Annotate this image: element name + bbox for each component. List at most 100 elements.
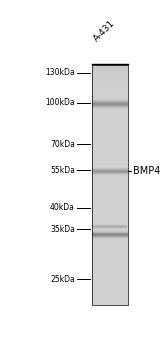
Bar [91, 80, 127, 81]
Text: 130kDa: 130kDa [45, 69, 75, 77]
Bar [91, 147, 127, 148]
Bar [91, 295, 127, 296]
Bar [91, 232, 127, 233]
Text: 40kDa: 40kDa [50, 203, 75, 212]
Bar [91, 179, 127, 180]
Bar [91, 131, 127, 132]
Bar [91, 205, 127, 206]
Text: BMP4: BMP4 [133, 166, 160, 176]
Bar [91, 121, 127, 122]
Bar [91, 298, 127, 299]
Bar [91, 72, 127, 73]
Bar [91, 271, 127, 272]
Bar [91, 94, 127, 95]
Bar [91, 70, 127, 71]
Bar [91, 146, 127, 147]
Bar [91, 220, 127, 221]
Bar [91, 209, 127, 210]
Bar [91, 128, 127, 129]
Bar [91, 172, 127, 173]
Bar [91, 112, 127, 113]
Bar [91, 168, 127, 169]
Bar [91, 123, 127, 124]
Bar [91, 282, 127, 283]
Bar [91, 267, 127, 268]
Bar [91, 135, 127, 136]
Bar [91, 283, 127, 284]
Bar [91, 189, 127, 190]
Bar [91, 201, 127, 202]
Bar [91, 119, 127, 120]
Bar [91, 91, 127, 92]
Bar [91, 276, 127, 277]
Bar [91, 87, 127, 88]
Bar [91, 117, 127, 118]
Bar [91, 190, 127, 191]
Bar [91, 265, 127, 266]
Bar [91, 238, 127, 239]
Bar [91, 299, 127, 300]
Bar [91, 215, 127, 216]
Bar [91, 260, 127, 261]
Bar [91, 65, 127, 66]
Bar [91, 69, 127, 70]
Bar [91, 304, 127, 305]
Bar [91, 96, 127, 97]
Bar [91, 200, 127, 201]
Bar [91, 75, 127, 76]
Bar [91, 223, 127, 224]
Bar [91, 85, 127, 86]
Bar [91, 145, 127, 146]
Bar [91, 202, 127, 203]
Bar [91, 230, 127, 231]
Text: 25kDa: 25kDa [50, 275, 75, 284]
Bar [91, 195, 127, 196]
Bar [91, 250, 127, 251]
Bar [91, 90, 127, 91]
Bar [91, 104, 127, 105]
Bar [91, 82, 127, 83]
Bar [91, 155, 127, 156]
Bar [91, 289, 127, 290]
Bar [91, 199, 127, 200]
Bar [91, 171, 127, 172]
Bar [91, 173, 127, 174]
Bar [91, 100, 127, 101]
Bar [91, 178, 127, 179]
Bar [91, 150, 127, 151]
Bar [91, 214, 127, 215]
Bar [91, 161, 127, 162]
Bar [91, 218, 127, 219]
Bar [91, 243, 127, 244]
Bar [91, 249, 127, 250]
Bar [91, 102, 127, 103]
Bar [91, 182, 127, 183]
Bar [91, 192, 127, 193]
Bar [91, 65, 127, 305]
Bar [91, 206, 127, 207]
Bar [91, 142, 127, 143]
Bar [91, 98, 127, 99]
Bar [91, 170, 127, 171]
Bar [91, 158, 127, 159]
Bar [91, 141, 127, 142]
Bar [91, 301, 127, 302]
Bar [91, 207, 127, 208]
Bar [91, 288, 127, 289]
Bar [91, 74, 127, 75]
Bar [91, 252, 127, 253]
Bar [91, 239, 127, 240]
Bar [91, 134, 127, 135]
Bar [91, 154, 127, 155]
Bar [91, 166, 127, 167]
Bar [91, 293, 127, 294]
Bar [91, 126, 127, 127]
Bar [91, 160, 127, 161]
Bar [91, 259, 127, 260]
Bar [91, 86, 127, 87]
Bar [91, 139, 127, 140]
Bar [91, 303, 127, 304]
Bar [91, 256, 127, 257]
Bar [91, 122, 127, 123]
Bar [91, 95, 127, 96]
